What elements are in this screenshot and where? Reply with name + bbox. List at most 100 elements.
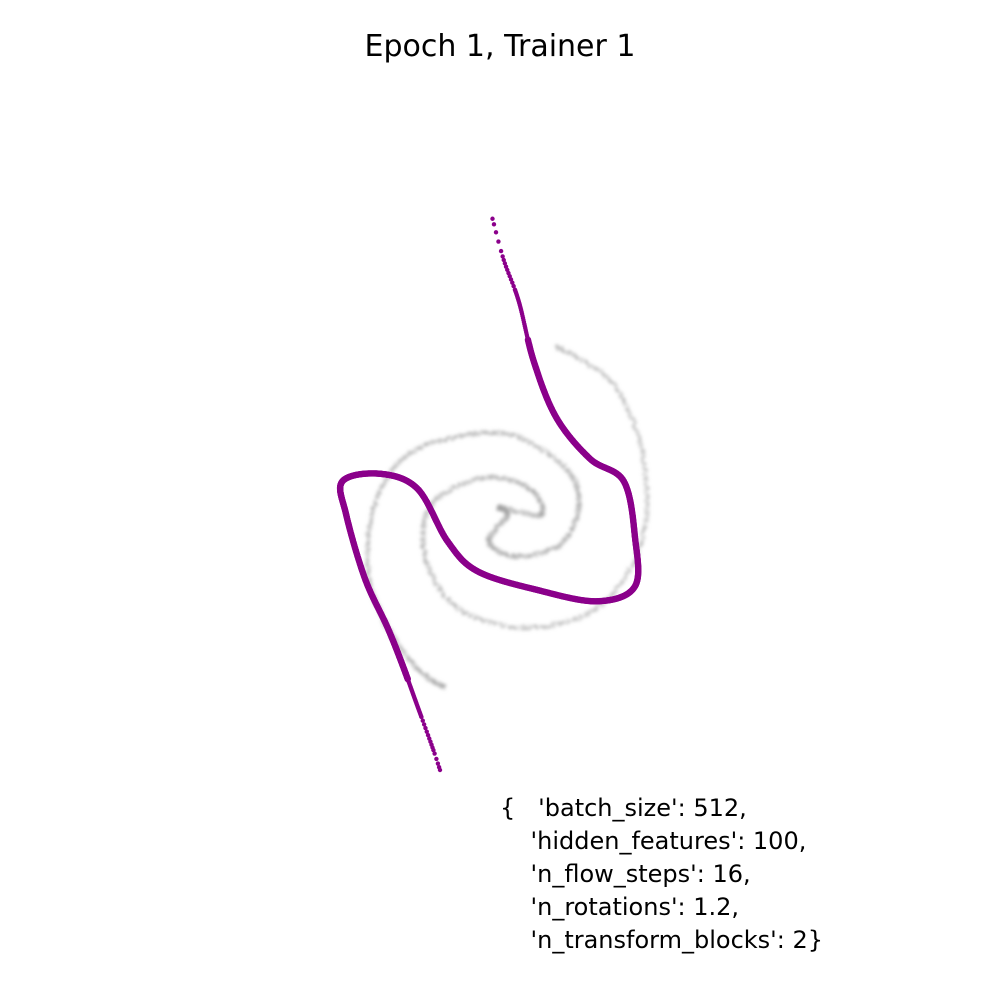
target-point	[587, 610, 591, 615]
target-point	[466, 432, 470, 436]
target-point	[632, 561, 636, 565]
model-point	[498, 248, 504, 254]
target-point	[568, 531, 572, 536]
target-point	[578, 614, 582, 618]
target-point	[568, 473, 573, 477]
config-line-1: { 'batch_size': 512,	[500, 794, 747, 822]
target-point	[645, 478, 650, 482]
target-point	[442, 687, 446, 691]
target-point	[577, 496, 581, 500]
target-point	[602, 372, 606, 376]
target-point	[378, 491, 383, 495]
target-point	[447, 486, 451, 490]
target-point	[446, 600, 450, 605]
chart-title: Epoch 1, Trainer 1	[365, 29, 636, 64]
target-point	[548, 547, 553, 551]
target-point	[493, 548, 497, 552]
target-point	[646, 512, 650, 516]
target-point	[510, 431, 514, 436]
target-point	[580, 357, 584, 361]
target-point	[634, 420, 638, 424]
target-point	[639, 540, 644, 544]
config-line-3: 'n_flow_steps': 16,	[500, 860, 751, 888]
target-point	[630, 564, 634, 568]
target-point	[453, 434, 457, 438]
target-point	[550, 622, 554, 626]
target-point	[632, 425, 636, 429]
target-point	[421, 519, 425, 523]
target-point	[547, 452, 551, 456]
target-point	[465, 611, 469, 615]
model-point	[501, 257, 506, 263]
target-point	[500, 551, 504, 555]
target-point	[553, 458, 557, 462]
target-point	[479, 617, 483, 621]
target-point	[642, 521, 647, 526]
target-point	[565, 621, 569, 625]
target-point	[646, 487, 650, 491]
target-point	[376, 490, 380, 494]
target-point	[560, 464, 564, 468]
target-point	[422, 529, 426, 533]
target-point	[400, 458, 404, 462]
target-point	[459, 608, 463, 612]
target-point	[445, 597, 450, 602]
target-point	[602, 376, 606, 380]
target-point	[613, 589, 617, 593]
target-point	[493, 528, 497, 532]
target-point	[489, 475, 493, 479]
target-point	[524, 512, 529, 516]
target-point	[578, 618, 582, 622]
target-point	[636, 440, 640, 444]
target-point	[497, 505, 501, 509]
model-point	[493, 230, 499, 235]
model-point	[431, 747, 436, 753]
target-point	[379, 486, 383, 490]
target-point	[553, 454, 557, 458]
model-point	[434, 756, 439, 762]
target-point	[556, 348, 560, 352]
target-point	[423, 535, 427, 540]
model-point	[420, 718, 425, 723]
target-point	[433, 576, 437, 580]
target-point	[422, 542, 426, 546]
target-point	[520, 625, 524, 629]
target-point	[512, 510, 516, 514]
target-point	[415, 667, 420, 671]
target-point	[487, 622, 491, 626]
target-point	[577, 507, 581, 511]
target-point	[613, 585, 618, 589]
target-point	[644, 462, 648, 466]
target-point	[583, 615, 588, 619]
target-point	[520, 485, 525, 489]
target-point	[624, 575, 628, 579]
target-point	[427, 571, 431, 575]
target-point	[516, 436, 520, 440]
model-point	[491, 222, 497, 227]
target-point	[644, 467, 648, 472]
target-point	[423, 549, 427, 554]
target-point	[567, 351, 572, 355]
model-point	[424, 729, 429, 734]
target-point	[520, 438, 524, 442]
target-point	[469, 614, 473, 618]
target-point	[521, 512, 525, 516]
target-point	[517, 509, 521, 514]
target-point	[628, 570, 632, 574]
model-point	[510, 280, 515, 285]
target-point	[624, 572, 628, 576]
target-point	[401, 650, 405, 654]
target-point	[425, 564, 430, 569]
target-point	[642, 472, 646, 476]
target-point	[628, 417, 633, 421]
target-point	[473, 616, 477, 620]
target-point	[442, 438, 447, 443]
target-point	[642, 535, 646, 539]
config-annotation: { 'batch_size': 512, 'hidden_features': …	[500, 794, 823, 954]
target-point	[406, 453, 410, 458]
target-point	[501, 477, 505, 481]
target-point	[643, 491, 647, 495]
target-point	[575, 616, 579, 620]
target-point	[450, 488, 454, 492]
